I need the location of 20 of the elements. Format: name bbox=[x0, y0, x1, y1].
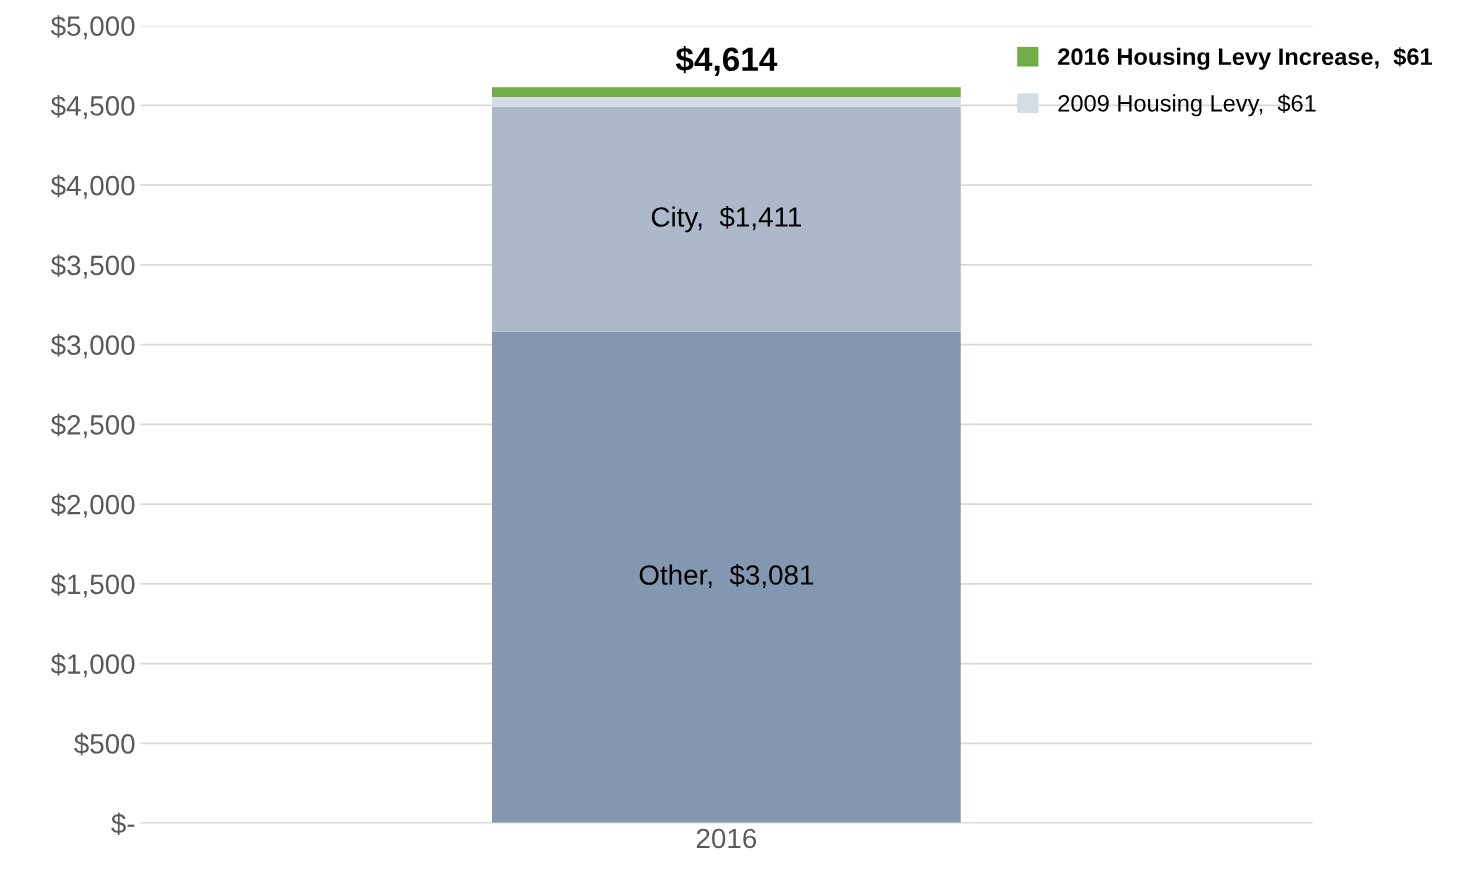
y-tick-label: $1,000 bbox=[50, 653, 135, 678]
y-tick-label: $1,500 bbox=[50, 573, 135, 598]
y-tick-label: $3,500 bbox=[50, 254, 135, 279]
legend-label: 2016 Housing Levy Increase, $61 bbox=[1058, 47, 1432, 70]
text: City, $1,411 bbox=[651, 206, 801, 233]
y-tick-label: $3,000 bbox=[50, 334, 135, 359]
bar bbox=[492, 87, 961, 97]
y-tick-label: $5,000 bbox=[50, 15, 135, 40]
y-tick-label: $4,500 bbox=[50, 94, 135, 120]
bar bbox=[492, 331, 961, 824]
y-tick-label: $- bbox=[111, 812, 135, 836]
text: Other, $3,081 bbox=[639, 563, 814, 589]
y-tick-label: $2,500 bbox=[50, 413, 135, 438]
legend-label: 2009 Housing Levy, $61 bbox=[1058, 93, 1316, 117]
total-label: $4,614 bbox=[675, 46, 778, 76]
y-tick-label: $500 bbox=[74, 732, 135, 756]
x-tick-label: 2016 bbox=[696, 828, 757, 849]
y-tick-label: $4,000 bbox=[50, 174, 135, 199]
y-tick-label: $2,000 bbox=[50, 493, 135, 518]
bar bbox=[492, 106, 961, 332]
